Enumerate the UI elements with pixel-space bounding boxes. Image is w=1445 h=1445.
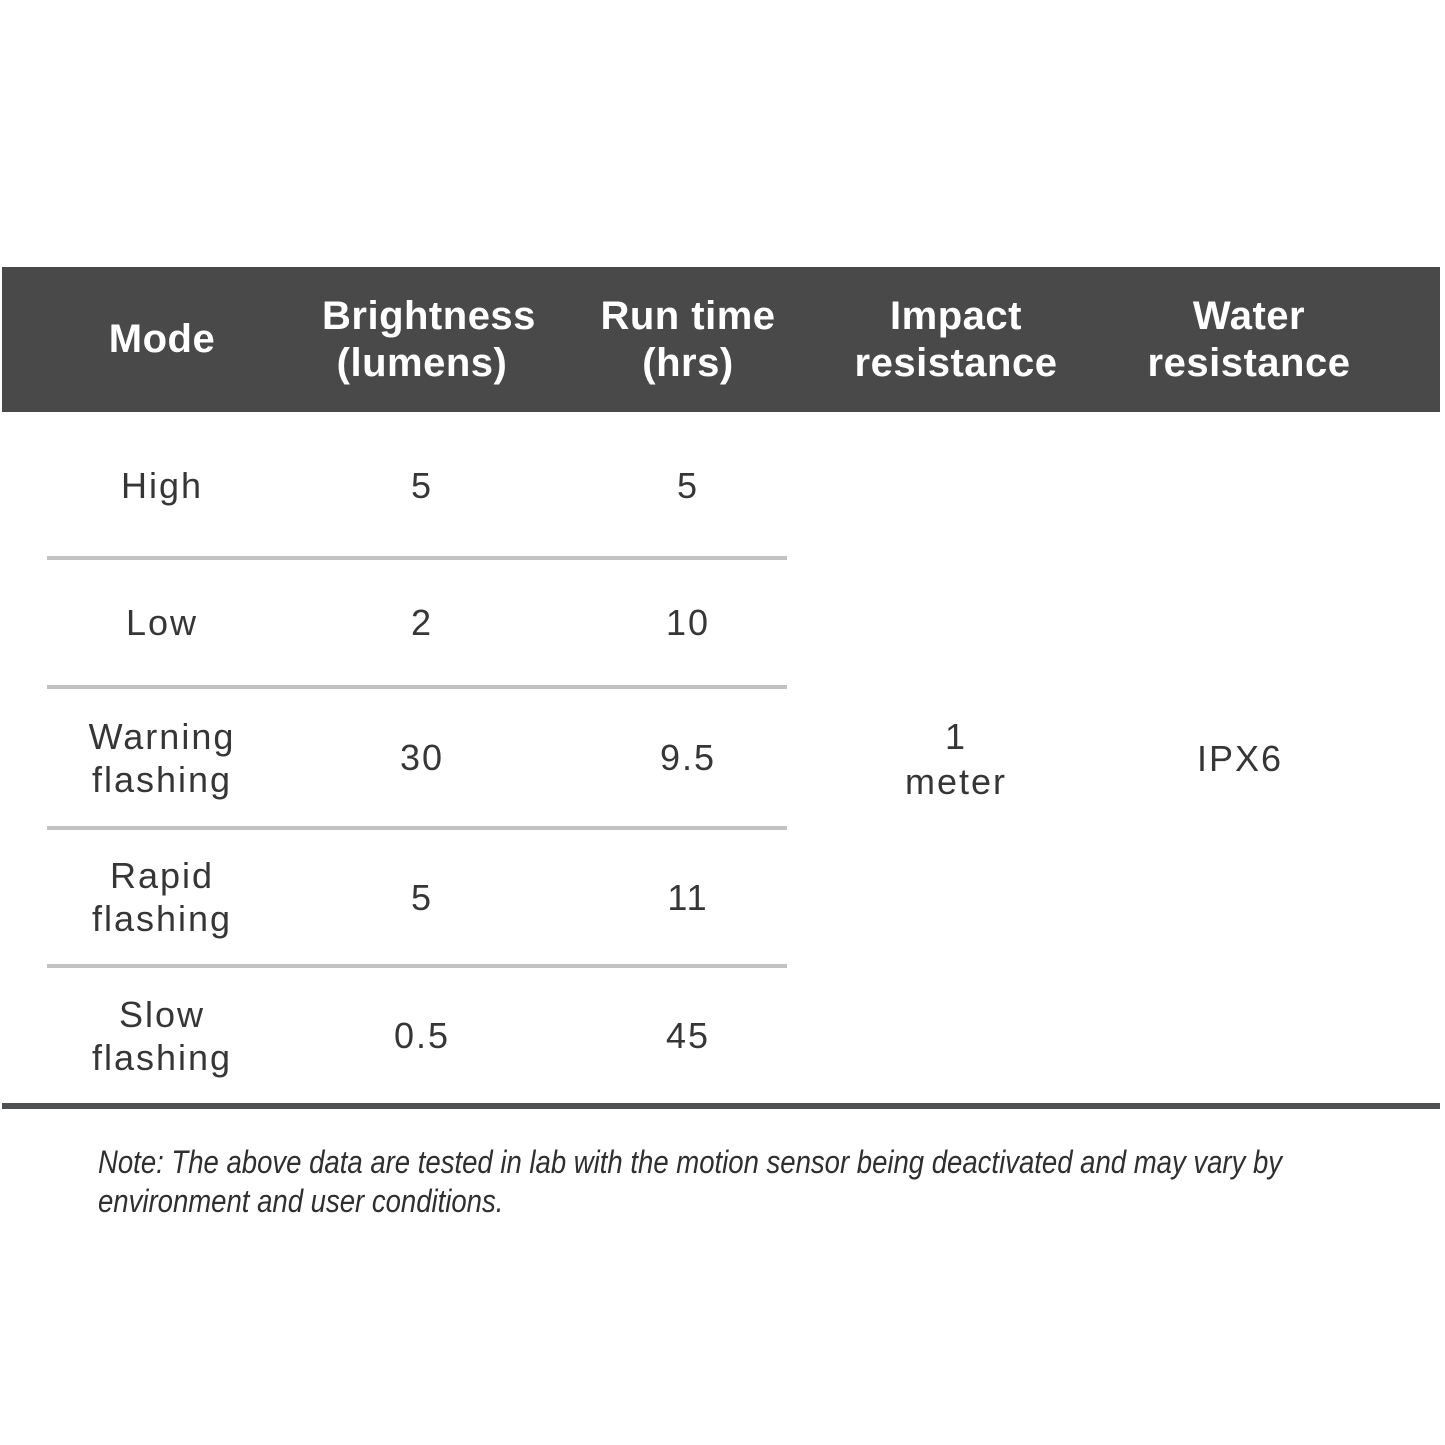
- cell-water-resistance: IPX6: [1196, 738, 1284, 779]
- table-row: Rapid flashing 5 11: [2, 828, 1440, 966]
- cell-runtime: 5: [676, 464, 700, 506]
- table-row: Slow flashing 0.5 45: [2, 966, 1440, 1105]
- row-divider: [47, 685, 787, 689]
- cell-mode: Rapid flashing: [91, 855, 233, 939]
- cell-impact-resistance: 1 meter: [904, 715, 1008, 802]
- cell-runtime: 9.5: [659, 737, 717, 778]
- cell-mode: Low: [125, 602, 199, 643]
- cell-mode: Warning flashing: [88, 715, 236, 800]
- table-row: Warning flashing 30 9.5: [2, 687, 1440, 828]
- cell-brightness: 0.5: [393, 1015, 451, 1056]
- header-cell-brightness: Brightness (lumens): [322, 293, 536, 385]
- table-row: High 5 5: [2, 412, 1440, 558]
- cell-brightness: 5: [410, 876, 434, 918]
- cell-runtime: 45: [665, 1015, 711, 1056]
- row-divider: [47, 556, 787, 560]
- header-cell-impact: Impact resistance: [854, 293, 1058, 385]
- cell-brightness: 30: [399, 737, 445, 778]
- table-header-row: Mode Brightness (lumens) Run time (hrs) …: [2, 267, 1440, 412]
- cell-runtime: 10: [665, 602, 711, 643]
- cell-brightness: 2: [410, 602, 434, 643]
- cell-brightness: 5: [410, 464, 434, 506]
- header-cell-mode: Mode: [108, 317, 216, 361]
- header-cell-runtime: Run time (hrs): [600, 293, 776, 385]
- table-bottom-rule: [2, 1103, 1440, 1109]
- row-divider: [47, 826, 787, 830]
- table-row: Low 2 10: [2, 558, 1440, 687]
- cell-runtime: 11: [667, 876, 709, 918]
- header-cell-water: Water resistance: [1147, 293, 1351, 385]
- note-text: Note: The above data are tested in lab w…: [98, 1144, 1283, 1219]
- row-divider: [47, 964, 787, 968]
- cell-mode: High: [120, 464, 204, 506]
- cell-mode: Slow flashing: [91, 993, 233, 1078]
